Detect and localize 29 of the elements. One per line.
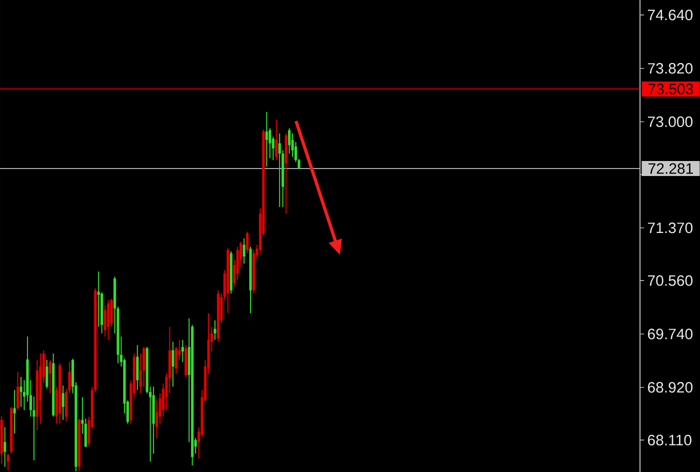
y-tick-label: 68.920 bbox=[648, 382, 692, 393]
candlestick bbox=[62, 384, 64, 420]
y-tick-label: 70.560 bbox=[648, 275, 692, 286]
candlestick bbox=[214, 320, 216, 340]
y-tick-label: 73.820 bbox=[648, 63, 692, 74]
candlestick bbox=[6, 453, 10, 472]
candlestick bbox=[4, 426, 6, 468]
y-tick-label: 71.370 bbox=[648, 222, 692, 234]
candlestick bbox=[246, 231, 249, 254]
ref-line-label: 73.503 bbox=[648, 84, 693, 94]
candlestick bbox=[136, 344, 139, 390]
y-tick-label: 74.640 bbox=[648, 10, 692, 20]
candlestick bbox=[242, 238, 246, 264]
y-tick-label: 73.000 bbox=[648, 116, 692, 128]
candlestick bbox=[16, 371, 20, 411]
y-tick-label: 69.740 bbox=[648, 328, 692, 340]
candlestick bbox=[13, 389, 16, 434]
candlestick bbox=[172, 341, 174, 388]
candlestick bbox=[107, 300, 110, 340]
ref-line-label: 72.281 bbox=[648, 163, 693, 174]
candlestick bbox=[181, 339, 184, 362]
candlestick bbox=[275, 119, 278, 161]
candlestick bbox=[288, 128, 291, 154]
y-tick-label: 68.110 bbox=[648, 434, 692, 446]
candlestick bbox=[20, 376, 22, 408]
candlestick bbox=[278, 132, 281, 208]
candlestick bbox=[46, 360, 48, 390]
candlestick bbox=[48, 360, 52, 394]
candlestick bbox=[265, 111, 268, 168]
